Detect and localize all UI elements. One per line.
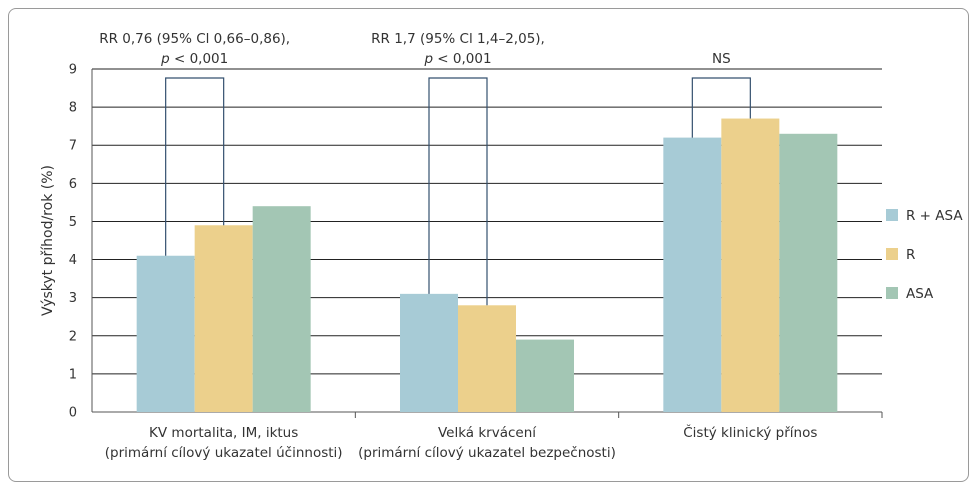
annotation-2-line1: RR 1,7 (95% Cl 1,4–2,05), <box>371 31 545 47</box>
annotation-2-line2: p < 0,001 <box>423 51 491 67</box>
y-tick-label-0: 0 <box>69 406 77 421</box>
significance-bracket-2 <box>428 77 488 306</box>
bar-2-2 <box>458 305 516 412</box>
bar-3-3 <box>779 133 838 413</box>
category-label-2-line2: (primární cílový ukazatel bezpečnosti) <box>358 445 616 461</box>
bar-1-3 <box>252 206 311 412</box>
y-tick-label-5: 5 <box>69 215 77 230</box>
p-value-text: < 0,001 <box>170 51 229 67</box>
bar-3-2 <box>721 118 780 413</box>
p-value-symbol: p <box>423 51 433 67</box>
y-tick-label-3: 3 <box>69 291 77 306</box>
significance-bracket-1 <box>165 77 225 256</box>
annotation-1-line1: RR 0,76 (95% Cl 0,66–0,86), <box>99 31 290 47</box>
y-tick-label-7: 7 <box>69 139 77 154</box>
legend-swatch-2 <box>886 248 898 260</box>
y-tick-label-8: 8 <box>69 101 77 116</box>
bar-2-1 <box>400 293 458 412</box>
bar-1-1 <box>136 255 195 412</box>
category-label-1-line2: (primární cílový ukazatel účinnosti) <box>105 445 343 461</box>
y-tick-label-4: 4 <box>69 253 77 268</box>
legend-label-2: R <box>906 247 915 263</box>
category-label-2-line1: Velká krvácení <box>438 425 537 441</box>
annotation-1-line2: p < 0,001 <box>160 51 228 67</box>
annotation-3: NS <box>712 51 731 67</box>
chart-frame <box>8 8 969 482</box>
y-tick-label-2: 2 <box>69 329 77 344</box>
y-tick-label-9: 9 <box>69 63 77 78</box>
significance-bracket-3 <box>691 77 751 138</box>
legend-swatch-1 <box>886 209 898 221</box>
y-tick-label-1: 1 <box>69 367 77 382</box>
p-value-symbol: p <box>160 51 170 67</box>
bar-1-2 <box>194 225 253 412</box>
y-axis-label: Výskyt příhod/rok (%) <box>40 165 56 316</box>
bar-3-1 <box>663 137 722 412</box>
y-tick-label-6: 6 <box>69 177 77 192</box>
bar-2-3 <box>516 339 574 412</box>
legend-label-3: ASA <box>906 286 934 302</box>
category-label-1-line1: KV mortalita, IM, iktus <box>149 425 298 441</box>
category-label-3-line1: Čistý klinický přínos <box>683 423 817 441</box>
p-value-text: < 0,001 <box>433 51 492 67</box>
legend-label-1: R + ASA <box>906 208 963 224</box>
legend-swatch-3 <box>886 287 898 299</box>
